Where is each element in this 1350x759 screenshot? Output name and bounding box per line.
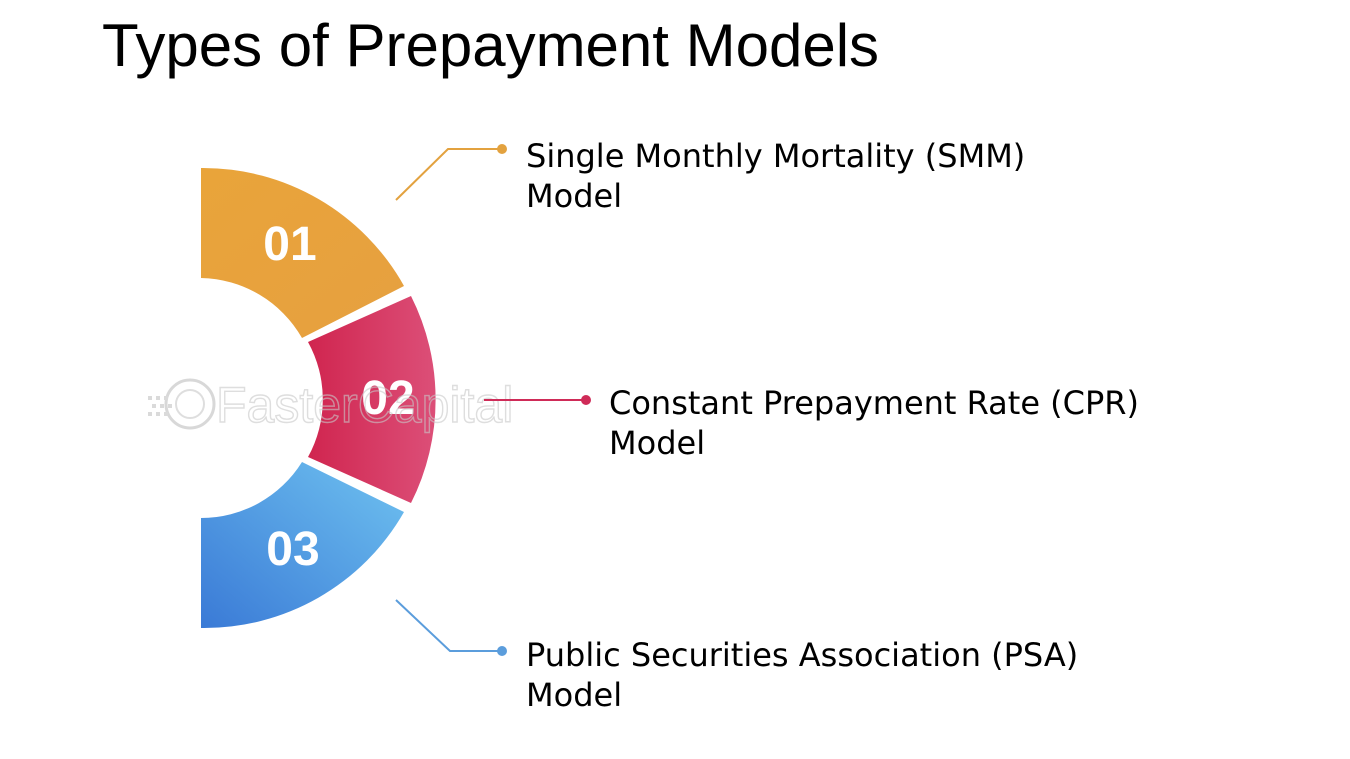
connector-02 [484,395,591,405]
item-03-label: Public Securities Association (PSA) Mode… [526,635,1226,715]
connector-01-dot [497,144,507,154]
item-02-label: Constant Prepayment Rate (CPR) Model [609,383,1309,463]
item-02-label-line2: Model [609,424,706,462]
segment-02 [308,296,436,503]
segment-03-number: 03 [266,523,319,576]
watermark-logo: FasterCapital [148,376,514,434]
segment-02-number: 02 [361,372,414,425]
watermark-text: FasterCapital [216,377,513,433]
segment-01-number: 01 [263,218,316,271]
connector-03 [395,599,507,656]
connector-03-dot [497,646,507,656]
item-03-label-line1: Public Securities Association (PSA) [526,636,1079,674]
item-01-label-line1: Single Monthly Mortality (SMM) [526,137,1026,175]
item-03-label-line2: Model [526,676,623,714]
item-01-label: Single Monthly Mortality (SMM) Model [526,136,1226,216]
connector-02-dot [581,395,591,405]
page-title: Types of Prepayment Models [102,12,880,79]
item-02-label-line1: Constant Prepayment Rate (CPR) [609,384,1140,422]
segment-03 [201,462,404,629]
segment-01 [201,167,404,338]
connector-01 [395,144,507,201]
item-01-label-line2: Model [526,177,623,215]
